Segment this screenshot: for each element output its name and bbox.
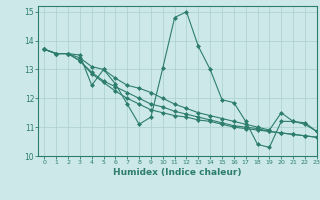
X-axis label: Humidex (Indice chaleur): Humidex (Indice chaleur) <box>113 168 242 177</box>
